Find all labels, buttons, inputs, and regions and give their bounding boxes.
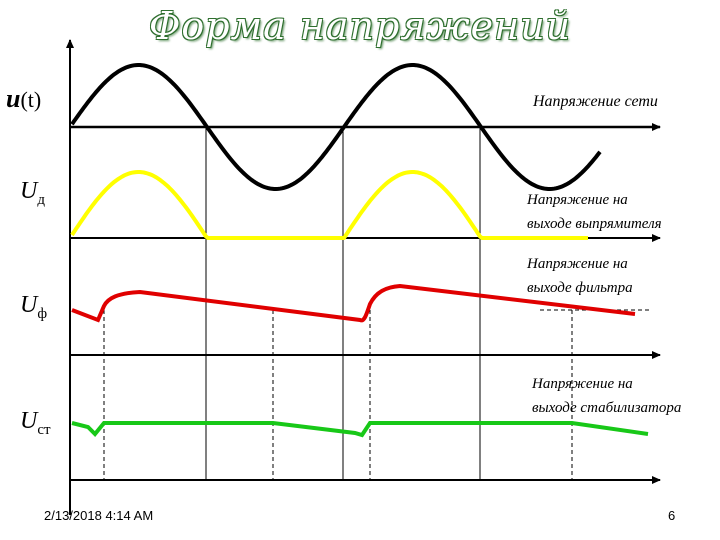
filter-voltage-subscript: ф: [37, 305, 48, 322]
stabilizer-voltage-label: Uст: [20, 408, 51, 439]
rectifier-voltage-symbol: U: [20, 178, 38, 204]
stabilizer-voltage-symbol: U: [20, 408, 38, 434]
rectifier-annotation-line2: выходе выпрямителя: [527, 216, 662, 232]
rectifier-voltage-subscript: д: [37, 191, 45, 208]
mains-voltage-symbol: u: [6, 84, 21, 113]
rectifier-annotation: Напряжение на выходе выпрямителя: [527, 188, 662, 236]
footer-date: 2/13/2018 4:14 AM: [44, 508, 154, 523]
filter-voltage-label: Uф: [20, 292, 47, 323]
mains-voltage-wave: [70, 63, 602, 191]
filter-annotation: Напряжение на выходе фильтра: [527, 252, 633, 300]
page-title: Форма напряжений: [148, 4, 572, 48]
filter-annotation-line1: Напряжение на: [527, 256, 628, 272]
filter-voltage-symbol: U: [20, 292, 38, 318]
stabilizer-annotation-line2: выходе стабилизатора: [532, 400, 682, 416]
mains-voltage-label: u(t): [6, 84, 41, 114]
rectifier-voltage-label: Uд: [20, 178, 45, 209]
rectifier-annotation-line1: Напряжение на: [527, 192, 628, 208]
mains-voltage-argument: (t): [20, 87, 42, 112]
filter-output-wave: [71, 283, 636, 323]
filter-annotation-line2: выходе фильтра: [527, 280, 633, 296]
footer-page-number: 6: [668, 508, 676, 523]
stabilizer-annotation: Напряжение на выходе стабилизатора: [532, 372, 681, 420]
stabilizer-output-wave: [71, 421, 649, 438]
mains-annotation: Напряжение сети: [533, 93, 658, 110]
stabilizer-voltage-subscript: ст: [37, 421, 51, 438]
rectifier-output-wave: [70, 170, 588, 240]
stabilizer-annotation-line1: Напряжение на: [532, 376, 633, 392]
